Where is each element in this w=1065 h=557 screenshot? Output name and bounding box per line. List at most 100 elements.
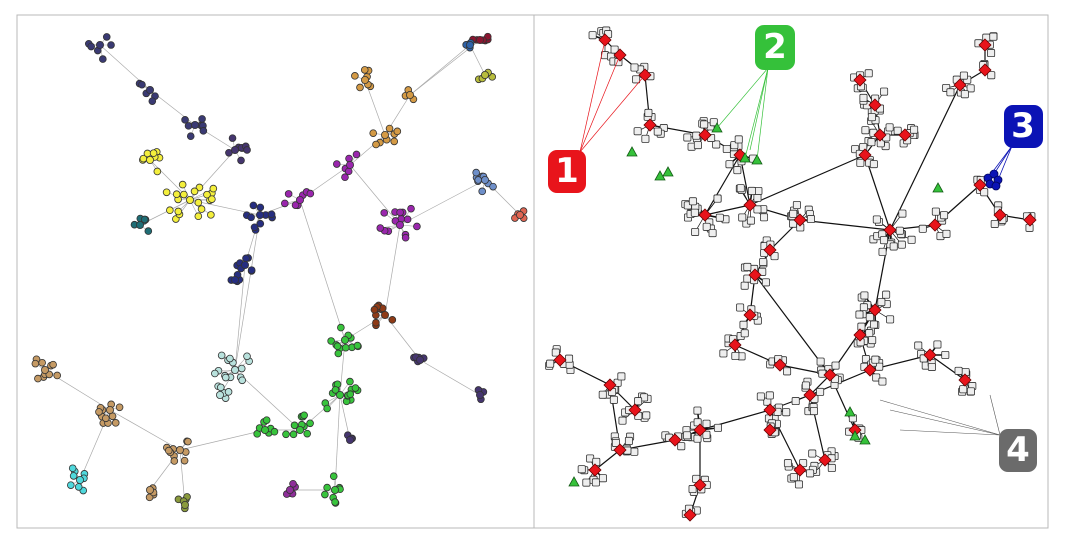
left-node bbox=[393, 127, 402, 136]
left-node bbox=[256, 203, 265, 212]
right-square-node bbox=[736, 184, 745, 193]
left-node bbox=[170, 457, 179, 465]
right-square-node bbox=[719, 349, 728, 358]
right-diamond-node bbox=[643, 118, 657, 132]
right-square-node bbox=[966, 387, 975, 396]
left-node bbox=[352, 150, 361, 159]
right-square-node bbox=[588, 31, 597, 40]
left-node bbox=[162, 188, 171, 197]
left-node bbox=[217, 351, 226, 360]
left-backbone-edge bbox=[234, 214, 261, 371]
callout-3-leader bbox=[997, 145, 1013, 181]
left-node bbox=[172, 190, 181, 199]
right-square-node bbox=[709, 118, 718, 127]
right-diamond-node bbox=[763, 403, 777, 417]
right-square-node bbox=[859, 303, 868, 312]
right-diamond-node bbox=[873, 128, 887, 142]
left-backbone-edge bbox=[109, 409, 181, 451]
right-diamond-node bbox=[853, 328, 867, 342]
left-backbone-edge bbox=[409, 44, 471, 96]
left-hub-node bbox=[475, 36, 484, 45]
right-square-node bbox=[713, 423, 722, 432]
right-square-node bbox=[869, 320, 878, 329]
left-hub-node bbox=[465, 41, 474, 50]
right-diamond-node bbox=[923, 348, 937, 362]
right-diamond-node bbox=[793, 213, 807, 227]
right-diamond-node bbox=[748, 268, 762, 282]
left-node bbox=[237, 156, 245, 165]
left-node bbox=[247, 266, 256, 274]
left-hub-node bbox=[330, 485, 339, 494]
right-square-node bbox=[642, 411, 651, 420]
left-node bbox=[321, 490, 329, 499]
left-node bbox=[102, 414, 110, 423]
right-diamond-node bbox=[993, 208, 1007, 222]
left-node bbox=[249, 201, 258, 210]
left-node bbox=[180, 456, 189, 465]
left-node bbox=[289, 430, 298, 439]
left-node bbox=[197, 205, 206, 213]
right-square-node bbox=[712, 140, 721, 149]
right-square-node bbox=[733, 166, 742, 175]
right-diamond-node bbox=[603, 378, 617, 392]
callout-4-leader bbox=[889, 409, 1001, 436]
left-node bbox=[198, 115, 206, 123]
right-square-node bbox=[641, 134, 650, 143]
callout-4-badge bbox=[999, 429, 1037, 472]
callout-3-label: 3 bbox=[1011, 106, 1035, 146]
left-node bbox=[166, 206, 174, 214]
left-node bbox=[341, 173, 349, 182]
right-square-node bbox=[882, 290, 891, 299]
right-square-node bbox=[611, 438, 620, 447]
left-hub-node bbox=[180, 500, 189, 509]
left-node bbox=[323, 404, 331, 413]
left-node bbox=[291, 201, 300, 209]
left-node bbox=[174, 207, 183, 216]
right-diamond-node bbox=[858, 148, 872, 162]
right-square-node bbox=[598, 474, 607, 483]
left-node bbox=[300, 411, 308, 420]
left-hub-node bbox=[240, 260, 249, 269]
right-square-node bbox=[722, 145, 731, 154]
left-node bbox=[178, 180, 187, 189]
right-diamond-node bbox=[698, 128, 712, 142]
right-square-node bbox=[592, 457, 601, 466]
right-diamond-node bbox=[693, 423, 707, 437]
left-node bbox=[372, 140, 380, 149]
left-node bbox=[237, 364, 246, 373]
right-square-node bbox=[746, 216, 755, 225]
right-square-node bbox=[743, 262, 752, 271]
left-hub-node bbox=[295, 195, 304, 204]
right-square-node bbox=[816, 357, 825, 366]
right-diamond-node bbox=[868, 303, 882, 317]
right-square-node bbox=[702, 222, 711, 231]
callout-2-leader bbox=[749, 67, 769, 151]
left-node bbox=[194, 212, 203, 221]
left-node bbox=[289, 480, 297, 488]
callout-2-leader bbox=[716, 67, 769, 129]
left-node bbox=[31, 359, 40, 368]
left-node bbox=[333, 342, 342, 351]
right-square-node bbox=[761, 278, 770, 287]
left-hub-node bbox=[285, 485, 294, 494]
left-node bbox=[190, 187, 199, 196]
left-node bbox=[303, 429, 312, 438]
left-node bbox=[396, 208, 404, 217]
right-square-node bbox=[565, 354, 574, 363]
right-backbone-edge bbox=[889, 84, 961, 231]
right-square-node bbox=[816, 387, 825, 396]
left-backbone-edge bbox=[234, 264, 246, 371]
right-square-node bbox=[683, 431, 692, 440]
right-diamond-node bbox=[928, 218, 942, 232]
left-node bbox=[87, 42, 95, 51]
left-panel-frame bbox=[16, 14, 535, 529]
left-node bbox=[472, 168, 480, 177]
left-hub-node bbox=[380, 130, 389, 139]
right-square-node bbox=[677, 442, 686, 451]
left-node bbox=[199, 127, 208, 135]
right-square-node bbox=[740, 329, 749, 338]
left-backbone-edge bbox=[179, 429, 266, 451]
left-node bbox=[208, 195, 216, 203]
right-square-node bbox=[759, 257, 768, 266]
left-node bbox=[250, 223, 259, 232]
